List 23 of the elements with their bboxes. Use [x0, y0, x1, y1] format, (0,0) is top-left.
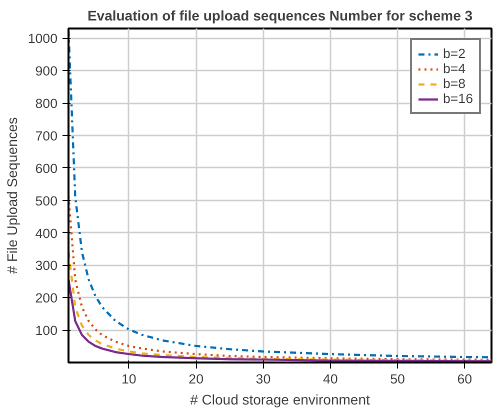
- x-tick-label: 50: [390, 372, 405, 386]
- legend-label: b=4: [442, 61, 466, 76]
- legend-label: b=2: [442, 46, 466, 61]
- y-tick-label: 700: [35, 128, 58, 144]
- y-tick-label: 400: [35, 226, 58, 241]
- y-tick-label: 600: [35, 160, 58, 176]
- y-tick-label: 1000: [28, 31, 58, 46]
- chart-title: Evaluation of file upload sequences Number for scheme 3: [87, 8, 473, 24]
- x-tick-label: 30: [256, 372, 271, 386]
- y-tick-label: 200: [35, 290, 58, 306]
- x-tick-label: 10: [122, 372, 136, 386]
- y-axis-title: # File Upload Sequences: [4, 117, 20, 274]
- y-tick-label: 900: [35, 64, 58, 79]
- x-tick-label: 40: [322, 372, 338, 386]
- x-axis-title: # Cloud storage environment: [190, 392, 370, 408]
- x-tick-label: 20: [188, 372, 204, 386]
- legend-label: b=8: [442, 76, 466, 91]
- y-tick-label: 300: [35, 258, 58, 274]
- y-tick-label: 100: [35, 323, 58, 338]
- y-tick-label: 500: [35, 193, 58, 208]
- legend-label: b=16: [442, 91, 473, 106]
- y-tick-label: 800: [35, 96, 58, 112]
- x-tick-label: 60: [457, 372, 472, 386]
